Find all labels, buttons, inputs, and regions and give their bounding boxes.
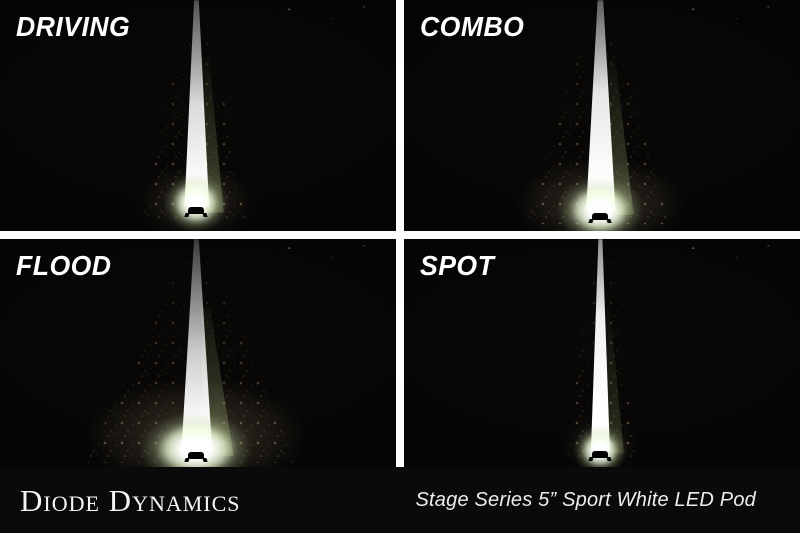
photo-panel-driving: DRIVING <box>0 0 396 231</box>
beam-pattern-label-flood: FLOOD <box>16 250 112 281</box>
beam-pattern-label-spot: SPOT <box>420 250 495 281</box>
photo-panel-flood: FLOOD <box>0 239 396 467</box>
beam-glow <box>574 425 627 467</box>
photo-panel-combo: COMBO <box>404 0 800 231</box>
photo-panel-spot: SPOT <box>404 239 800 467</box>
led-pod-silhouette <box>188 452 205 460</box>
product-caption: Stage Series 5” Sport White LED Pod <box>415 489 756 511</box>
photo-grid: DRIVING COMBO FLOOD <box>0 0 800 467</box>
footer-bar: Diode Dynamics Stage Series 5” Sport Whi… <box>0 467 800 533</box>
led-pod-silhouette <box>188 206 205 214</box>
beam-pattern-label-driving: DRIVING <box>16 11 131 42</box>
beam-glow <box>557 177 644 231</box>
brand-wordmark: Diode Dynamics <box>20 482 241 518</box>
beam-glow <box>164 174 229 231</box>
beam-pattern-label-combo: COMBO <box>420 11 525 42</box>
led-pod-silhouette <box>592 212 609 220</box>
led-pod-silhouette <box>592 451 609 459</box>
